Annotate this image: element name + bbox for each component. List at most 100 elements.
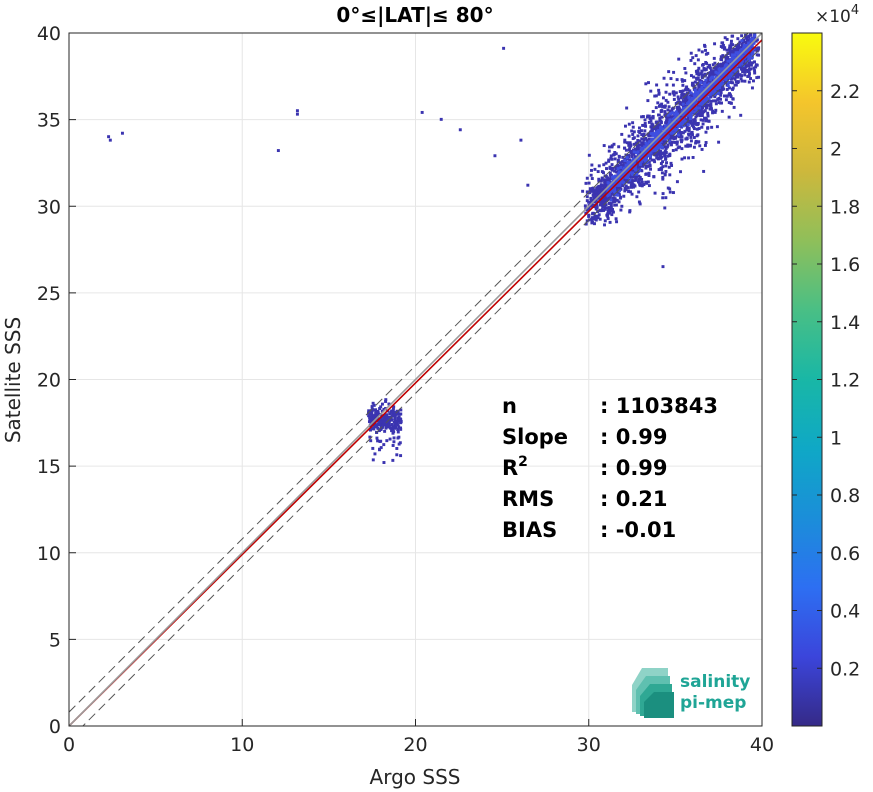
density-cell [611,198,615,202]
density-cell [661,177,665,181]
density-cell [694,69,698,73]
density-cell [657,91,661,95]
density-cell [625,156,629,160]
density-cell [626,160,630,164]
density-cell [669,143,673,147]
density-cell [666,154,670,158]
density-cell [376,439,380,443]
stat-value: : 1103843 [600,394,718,418]
density-cell [713,72,717,76]
density-cell [392,420,396,424]
density-cell [670,140,674,144]
density-cell [697,86,701,90]
density-cell [679,130,683,134]
density-cell [627,122,631,126]
density-cell [689,143,693,147]
density-cell [719,97,722,101]
density-cell [493,154,497,158]
density-cell [642,132,646,136]
density-cell [620,179,624,183]
density-cell [677,124,681,128]
density-cell [420,110,424,114]
density-cell [373,425,377,429]
density-cell [599,183,603,187]
density-cell [681,89,685,93]
density-cell [597,191,601,195]
density-cell [742,38,746,42]
density-cell [684,101,688,105]
density-cell [689,58,693,62]
density-cell [718,84,722,88]
density-cell [638,163,642,166]
density-cell [596,170,600,174]
density-cell [696,133,700,137]
density-cell [700,114,704,117]
y-axis-label: Satellite SSS [1,317,25,443]
density-cell [606,198,610,202]
density-cell [392,436,396,440]
density-cell [622,194,626,198]
density-cell [591,212,595,216]
density-cell [723,65,727,69]
density-cell [665,114,669,118]
density-cell [696,58,700,62]
density-cell [740,48,744,51]
density-cell [703,81,707,85]
density-cell [662,126,666,130]
density-cell [699,105,703,109]
density-cell [599,179,603,183]
density-cell [600,189,604,192]
density-cell [632,179,636,183]
density-cell [635,141,638,145]
density-cell [629,144,633,148]
density-cell [373,452,377,456]
density-cell [381,415,385,419]
density-cell [616,193,620,197]
density-cell [674,91,678,95]
density-cell [691,110,695,114]
density-cell [724,98,728,102]
density-cell [698,144,702,148]
density-cell [661,196,665,200]
density-cell [742,40,745,44]
density-cell [683,129,687,133]
density-cell [694,54,698,58]
density-cell [687,95,691,99]
density-cell [666,108,670,112]
density-cell [385,418,389,422]
density-cell [376,419,380,423]
density-cell [397,425,401,429]
density-cell [680,135,684,139]
density-cell [638,202,642,206]
density-cell [380,409,384,413]
density-cell [616,163,620,167]
density-cell [375,425,379,429]
y-tick-label: 30 [37,196,61,218]
density-cell [720,63,724,66]
density-cell [620,204,624,208]
density-cell [697,83,701,87]
density-cell [731,76,735,80]
density-cell [651,143,655,147]
density-cell [374,414,378,418]
density-cell [689,139,693,143]
wave-icon [632,668,674,718]
density-cell [644,166,648,170]
density-cell [368,427,372,431]
density-cell [651,116,655,120]
density-cell [724,78,728,82]
density-cell [708,63,711,67]
density-cell [714,108,718,112]
density-cell [397,442,401,446]
density-cell [753,34,757,38]
y-tick-label: 35 [37,110,61,132]
density-cell [692,75,696,79]
density-cell [634,168,638,172]
x-tick-label: 0 [63,734,75,756]
density-cell [619,165,623,169]
density-cell [370,409,374,413]
density-cell [641,149,645,153]
reference-lines [69,33,762,726]
density-cell [738,40,742,44]
density-cell [640,129,643,133]
